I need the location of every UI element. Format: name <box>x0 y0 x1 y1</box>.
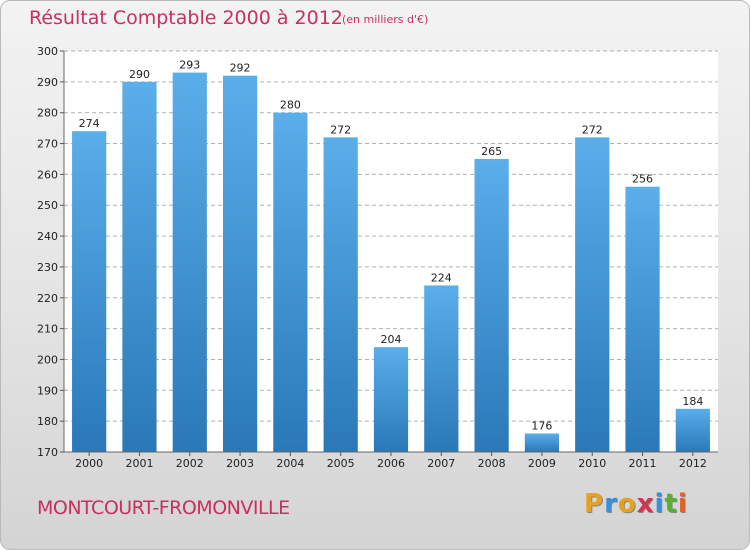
bar <box>675 408 710 452</box>
x-axis: 2000 2001 2002 2003 2004 2005 2006 2007 2008 2009… <box>64 451 718 470</box>
x-tick-label: 2009 <box>528 457 556 470</box>
data-labels: 274 290 293 292 280 272 204 224 265 176 272 256 184 <box>79 59 704 433</box>
y-tick-label: 240 <box>37 230 58 243</box>
logo-letter: P <box>584 489 605 519</box>
x-tick-label: 2008 <box>478 457 506 470</box>
data-label: 204 <box>381 333 402 346</box>
y-tick-label: 280 <box>37 107 58 120</box>
x-tick-label: 2005 <box>327 457 355 470</box>
y-tick-label: 200 <box>37 353 58 366</box>
logo-letter: t <box>664 489 678 519</box>
x-tick-label: 2011 <box>629 457 657 470</box>
logo-letter: x <box>636 489 655 519</box>
data-label: 280 <box>280 99 301 112</box>
x-tick-label: 2007 <box>427 457 455 470</box>
logo-letter: o <box>617 489 637 519</box>
bar <box>575 137 610 452</box>
logo-letter: i <box>654 489 665 519</box>
y-tick-label: 170 <box>37 446 58 459</box>
x-tick-label: 2010 <box>578 457 606 470</box>
data-label: 256 <box>632 173 653 186</box>
data-label: 176 <box>531 419 552 432</box>
y-tick-label: 290 <box>37 76 58 89</box>
chart-title: Résultat Comptable 2000 à 2012 <box>29 7 343 29</box>
y-tick-label: 300 <box>37 45 58 58</box>
data-label: 272 <box>582 123 603 136</box>
y-tick-label: 190 <box>37 384 58 397</box>
chart-subtitle: (en milliers d'€) <box>342 13 429 26</box>
commune-name: MONTCOURT-FROMONVILLE <box>37 497 290 519</box>
bar <box>474 158 509 452</box>
data-label: 292 <box>230 62 251 75</box>
bar <box>172 72 207 452</box>
y-tick-label: 250 <box>37 199 58 212</box>
bar <box>222 75 258 452</box>
logo-letter: r <box>604 489 618 519</box>
bar <box>122 81 157 452</box>
y-tick-label: 260 <box>37 168 58 181</box>
x-tick-label: 2004 <box>276 457 304 470</box>
y-tick-label: 180 <box>37 415 58 428</box>
x-tick-label: 2012 <box>679 457 707 470</box>
bar <box>72 131 107 452</box>
data-label: 224 <box>431 271 452 284</box>
y-tick-label: 270 <box>37 138 58 151</box>
bar <box>373 347 409 452</box>
y-tick-label: 230 <box>37 261 58 274</box>
y-axis: 170 180 190 200 210 220 230 240 250 260 270 280 290 3… <box>37 45 65 459</box>
y-tick-label: 210 <box>37 323 58 336</box>
x-tick-label: 2001 <box>125 457 153 470</box>
y-tick-label: 220 <box>37 292 58 305</box>
proxiti-logo: Proxiti <box>584 489 688 519</box>
data-label: 293 <box>179 59 200 72</box>
bar <box>323 137 358 452</box>
data-label: 272 <box>330 123 351 136</box>
x-tick-label: 2000 <box>75 457 103 470</box>
x-tick-label: 2003 <box>226 457 254 470</box>
data-label: 184 <box>682 395 703 408</box>
logo-letter: i <box>677 489 688 519</box>
x-tick-label: 2002 <box>176 457 204 470</box>
x-tick-label: 2006 <box>377 457 405 470</box>
bar <box>273 112 308 452</box>
data-label: 265 <box>481 145 502 158</box>
bars <box>72 72 710 452</box>
bar <box>424 285 459 452</box>
bar <box>625 186 660 452</box>
data-label: 274 <box>79 117 100 130</box>
bar <box>524 433 560 452</box>
data-label: 290 <box>129 68 150 81</box>
